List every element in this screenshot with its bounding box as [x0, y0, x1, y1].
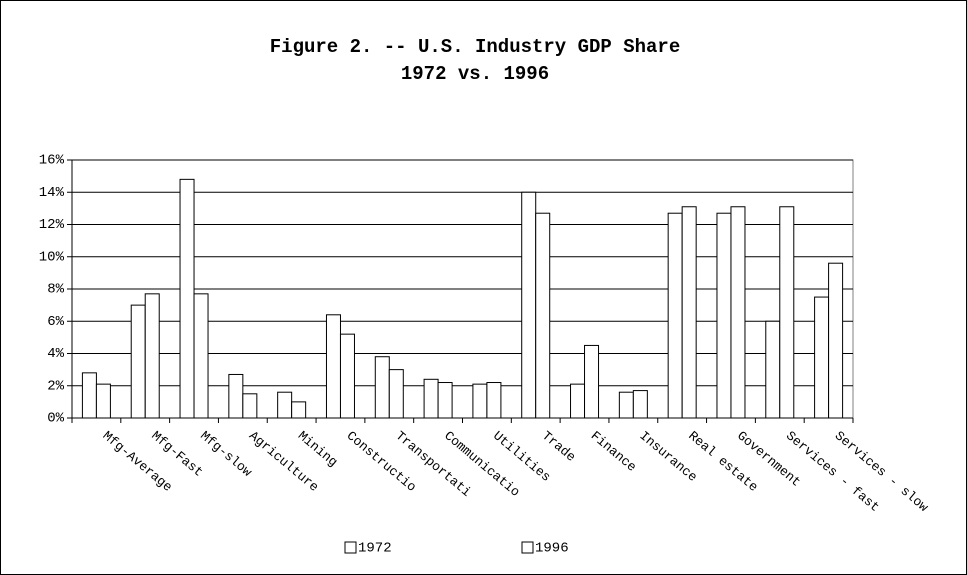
bar — [730, 206, 746, 419]
bar — [144, 293, 160, 419]
legend-swatch — [344, 541, 357, 554]
bar — [779, 206, 795, 419]
bar — [765, 320, 781, 419]
bar — [423, 378, 439, 419]
legend-label: 1972 — [358, 541, 392, 557]
y-tick-label: 0% — [47, 411, 64, 427]
bar — [472, 383, 488, 419]
bar — [828, 262, 844, 419]
bar — [618, 391, 634, 419]
bar — [814, 296, 830, 419]
bar — [130, 304, 146, 419]
bar — [681, 206, 697, 419]
y-tick-label: 2% — [47, 378, 64, 394]
bar — [374, 356, 390, 419]
y-tick-label: 6% — [47, 314, 64, 330]
bar — [242, 393, 258, 419]
bar — [277, 391, 293, 419]
y-tick-label: 10% — [39, 249, 65, 265]
bar — [535, 212, 551, 419]
y-tick-label: 12% — [39, 217, 65, 233]
legend-label: 1996 — [535, 541, 569, 557]
bar — [632, 390, 648, 419]
chart-subtitle: 1972 vs. 1996 — [401, 63, 549, 85]
bar — [325, 314, 341, 419]
y-tick-label: 4% — [47, 346, 64, 362]
bar — [81, 372, 97, 419]
chart-title: Figure 2. -- U.S. Industry GDP Share — [270, 36, 680, 58]
legend-swatch — [521, 541, 534, 554]
bar — [193, 293, 209, 419]
bar — [179, 178, 195, 419]
bar — [667, 212, 683, 419]
bar — [716, 212, 732, 419]
bar — [228, 373, 244, 419]
bar — [95, 383, 111, 419]
y-tick-label: 14% — [39, 185, 65, 201]
y-tick-label: 8% — [47, 282, 64, 298]
y-tick-label: 16% — [39, 153, 65, 169]
bar — [521, 191, 537, 419]
bar — [339, 333, 355, 419]
bar — [437, 382, 453, 419]
bar — [486, 382, 502, 419]
bar — [291, 401, 307, 419]
bar — [388, 369, 404, 419]
bar — [570, 383, 586, 419]
bar — [584, 344, 600, 419]
